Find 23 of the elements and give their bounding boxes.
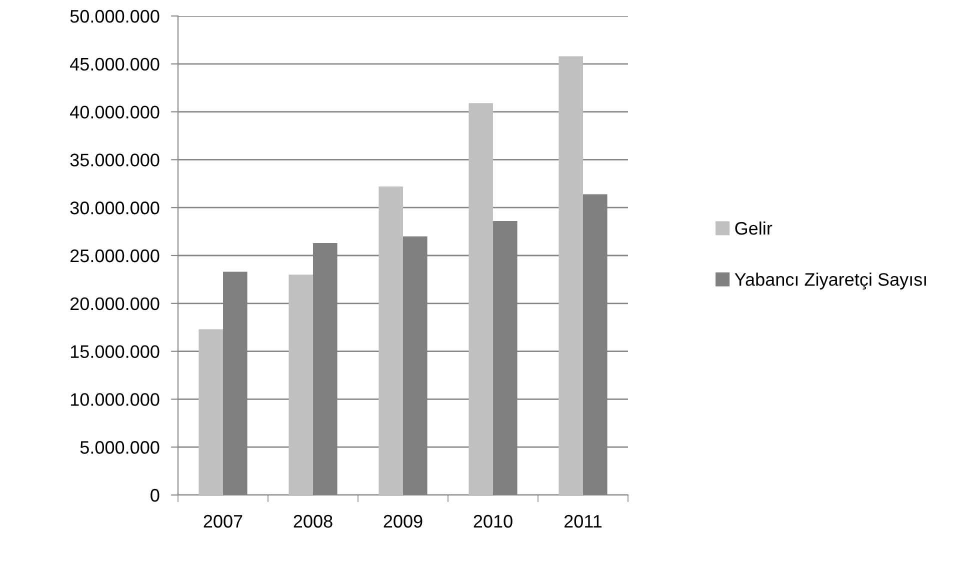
x-tick-label: 2007 (204, 514, 242, 528)
x-tick-label: 2009 (384, 514, 422, 528)
bar (378, 186, 403, 495)
legend-label: Yabancı Ziyaretçi Sayısı (734, 272, 926, 290)
y-tick-label: 25.000.000 (70, 249, 160, 262)
y-tick-label: 20.000.000 (70, 297, 160, 310)
bar (198, 329, 223, 495)
x-tick-label: 2011 (564, 514, 602, 528)
x-tick-label: 2010 (474, 514, 512, 528)
y-tick-label: 10.000.000 (70, 393, 160, 406)
y-tick-label: 30.000.000 (70, 202, 160, 214)
y-tick-label: 35.000.000 (70, 154, 160, 166)
bar (468, 103, 493, 495)
legend-label: Gelir (735, 221, 772, 235)
y-tick-label: 40.000.000 (70, 106, 160, 119)
y-tick-label: 5.000.000 (80, 441, 160, 454)
x-tick-label: 2008 (294, 514, 332, 528)
y-tick-label: 45.000.000 (70, 58, 160, 71)
y-tick-label: 0 (150, 488, 160, 502)
bar (558, 56, 583, 495)
y-tick-label: 50.000.000 (70, 10, 160, 23)
bar (288, 274, 313, 495)
y-tick-label: 15.000.000 (70, 345, 160, 358)
